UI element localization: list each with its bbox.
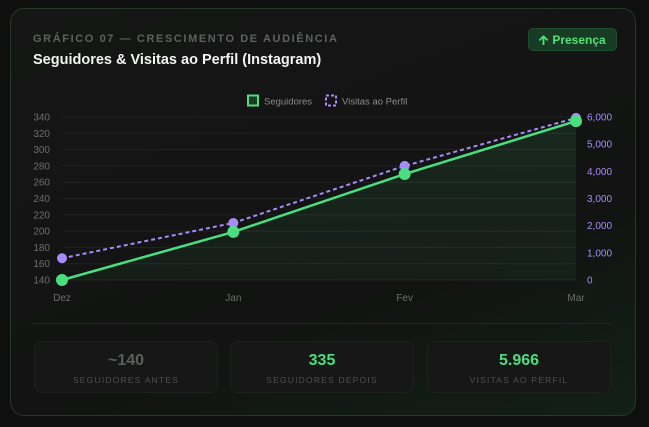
followers-point bbox=[56, 274, 68, 286]
badge-label: Presença bbox=[552, 32, 606, 47]
stat-profile-visits: 5.966 VISITAS AO PERFIL bbox=[427, 341, 611, 393]
arrow-up-icon bbox=[539, 34, 549, 45]
y-tick-label-left: 160 bbox=[33, 259, 50, 270]
stat-label: SEGUIDORES DEPOIS bbox=[266, 375, 378, 385]
y-tick-label-right: 1,000 bbox=[587, 248, 612, 259]
y-tick-label-right: 6,000 bbox=[587, 113, 612, 124]
y-tick-label-left: 340 bbox=[33, 113, 50, 124]
x-tick-label: Mar bbox=[567, 293, 585, 304]
legend-swatch-visits bbox=[325, 94, 337, 107]
y-tick-label-left: 240 bbox=[33, 194, 50, 205]
presence-badge: Presença bbox=[528, 28, 617, 51]
y-tick-label-left: 260 bbox=[33, 178, 50, 189]
followers-point bbox=[398, 168, 411, 181]
visits-point bbox=[228, 217, 239, 228]
y-tick-label-left: 140 bbox=[33, 276, 50, 287]
followers-line bbox=[61, 119, 577, 282]
visits-line bbox=[61, 116, 577, 260]
legend-label-followers: Seguidores bbox=[264, 97, 312, 108]
followers-area bbox=[62, 121, 576, 280]
y-tick-label-right: 3,000 bbox=[587, 194, 612, 205]
y-tick-label-left: 280 bbox=[33, 161, 50, 172]
y-tick-label-left: 180 bbox=[33, 243, 50, 254]
y-tick-label-left: 220 bbox=[33, 210, 50, 221]
chart-eyebrow: GRÁFICO 07 — CRESCIMENTO DE AUDIÊNCIA bbox=[33, 33, 339, 45]
followers-point bbox=[570, 115, 582, 128]
legend-label-visits: Visitas ao Perfil bbox=[342, 97, 407, 108]
x-tick-label: Dez bbox=[53, 293, 71, 304]
followers-point bbox=[227, 225, 240, 238]
stat-label: SEGUIDORES ANTES bbox=[72, 375, 180, 385]
stat-value: 5.966 bbox=[498, 352, 540, 369]
legend-swatch-followers bbox=[247, 94, 259, 107]
y-tick-label-right: 2,000 bbox=[587, 221, 612, 232]
y-tick-label-left: 300 bbox=[33, 145, 50, 156]
y-tick-label-right: 0 bbox=[587, 276, 593, 287]
y-tick-label-left: 320 bbox=[33, 129, 50, 140]
divider bbox=[33, 323, 613, 324]
stat-followers-after: 335 SEGUIDORES DEPOIS bbox=[230, 341, 414, 393]
y-tick-label-right: 5,000 bbox=[587, 140, 612, 151]
y-tick-label-left: 200 bbox=[33, 227, 50, 238]
visits-point bbox=[57, 253, 67, 264]
chart-title: Seguidores & Visitas ao Perfil (Instagra… bbox=[33, 52, 322, 68]
visits-point bbox=[399, 160, 410, 171]
x-tick-label: Jan bbox=[225, 293, 241, 304]
stat-value: 335 bbox=[308, 352, 336, 369]
stat-followers-before: ~140 SEGUIDORES ANTES bbox=[34, 341, 218, 393]
stat-value: ~140 bbox=[107, 352, 145, 369]
x-tick-label: Fev bbox=[396, 293, 413, 304]
stat-label: VISITAS AO PERFIL bbox=[469, 375, 569, 385]
y-tick-label-right: 4,000 bbox=[587, 167, 612, 178]
